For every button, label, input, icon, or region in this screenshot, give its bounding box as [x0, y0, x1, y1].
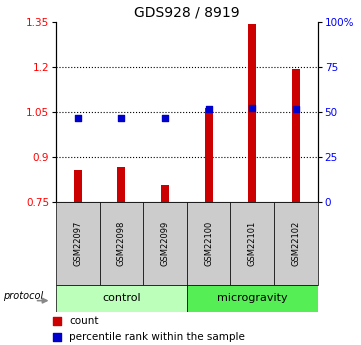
Bar	[143, 202, 187, 285]
Text: percentile rank within the sample: percentile rank within the sample	[69, 332, 245, 342]
Bar	[100, 202, 143, 285]
Text: GSM22098: GSM22098	[117, 220, 126, 266]
Title: GDS928 / 8919: GDS928 / 8919	[134, 6, 240, 20]
Bar	[292, 69, 300, 202]
Bar	[187, 202, 230, 285]
Bar	[230, 202, 274, 285]
Bar	[274, 202, 318, 285]
Point	[54, 334, 60, 339]
Bar	[205, 108, 213, 202]
Text: GSM22099: GSM22099	[161, 220, 170, 266]
Point	[54, 318, 60, 323]
Bar	[248, 24, 256, 202]
Bar	[187, 285, 318, 312]
Bar	[56, 202, 100, 285]
Text: GSM22102: GSM22102	[291, 220, 300, 266]
Bar	[161, 185, 169, 202]
Text: GSM22100: GSM22100	[204, 220, 213, 266]
Bar	[117, 167, 125, 202]
Point	[75, 115, 81, 121]
Point	[118, 115, 124, 121]
Text: GSM22097: GSM22097	[73, 220, 82, 266]
Point	[206, 106, 212, 112]
Point	[293, 106, 299, 112]
Point	[162, 115, 168, 121]
Text: protocol: protocol	[3, 291, 43, 301]
Bar	[74, 170, 82, 202]
Text: control: control	[102, 294, 141, 303]
Text: GSM22101: GSM22101	[248, 220, 257, 266]
Text: count: count	[69, 316, 99, 325]
Text: microgravity: microgravity	[217, 294, 288, 303]
Bar	[56, 285, 187, 312]
Point	[249, 105, 255, 110]
